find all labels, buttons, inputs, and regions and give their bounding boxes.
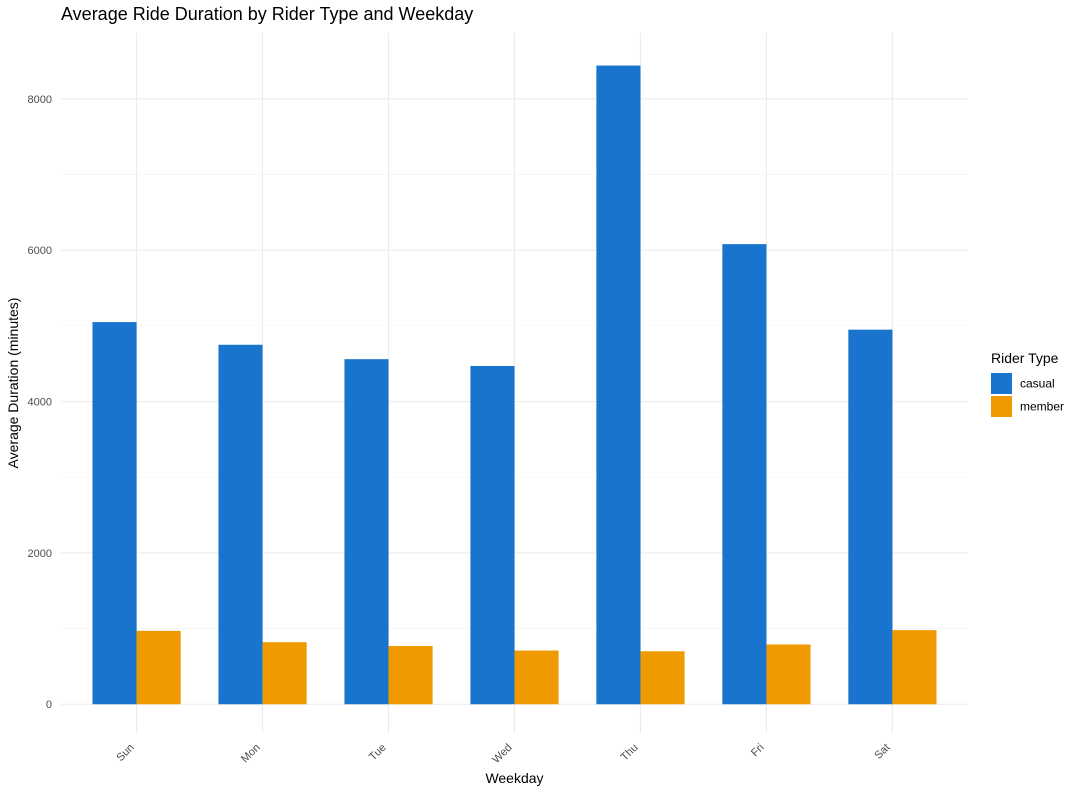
bar-member-tue — [388, 645, 433, 705]
legend-title: Rider Type — [991, 350, 1059, 366]
bar-member-fri — [766, 644, 811, 705]
plot-area: 0 2000 4000 6000 8000 Sun Mon Tue Wed Thu Fri Sat — [28, 33, 968, 766]
bar-casual-fri — [722, 244, 767, 705]
x-tick-label: Tue — [367, 742, 389, 764]
x-tick-label: Sat — [872, 742, 892, 762]
x-tick-label: Sun — [114, 742, 136, 764]
y-tick-label: 8000 — [28, 94, 52, 106]
y-axis-title: Average Duration (minutes) — [5, 298, 21, 469]
bar-casual-sat — [848, 329, 893, 705]
bar-member-sun — [136, 630, 181, 705]
bar-member-wed — [514, 650, 559, 705]
x-tick-label: Fri — [749, 742, 767, 760]
x-tick-label: Thu — [619, 742, 641, 764]
x-tick-label: Mon — [239, 742, 263, 766]
bar-casual-mon — [218, 344, 263, 705]
bar-member-sat — [892, 630, 937, 705]
chart-title: Average Ride Duration by Rider Type and … — [61, 4, 473, 24]
legend-key-member — [991, 396, 1012, 417]
y-tick-label: 0 — [46, 699, 52, 711]
y-tick-label: 2000 — [28, 548, 52, 560]
bar-casual-wed — [470, 365, 515, 705]
legend-key-casual — [991, 373, 1012, 394]
bar-member-mon — [262, 642, 307, 705]
bar-casual-tue — [344, 359, 389, 705]
x-tick-label: Wed — [490, 742, 514, 766]
bar-casual-thu — [596, 65, 641, 705]
y-tick-label: 6000 — [28, 245, 52, 257]
bar-casual-sun — [92, 322, 137, 705]
legend: Rider Type casual member — [991, 350, 1064, 417]
x-axis-title: Weekday — [485, 770, 543, 786]
y-tick-label: 4000 — [28, 397, 52, 409]
legend-label-casual: casual — [1020, 377, 1055, 391]
legend-label-member: member — [1020, 400, 1064, 414]
bar-member-thu — [640, 651, 685, 705]
